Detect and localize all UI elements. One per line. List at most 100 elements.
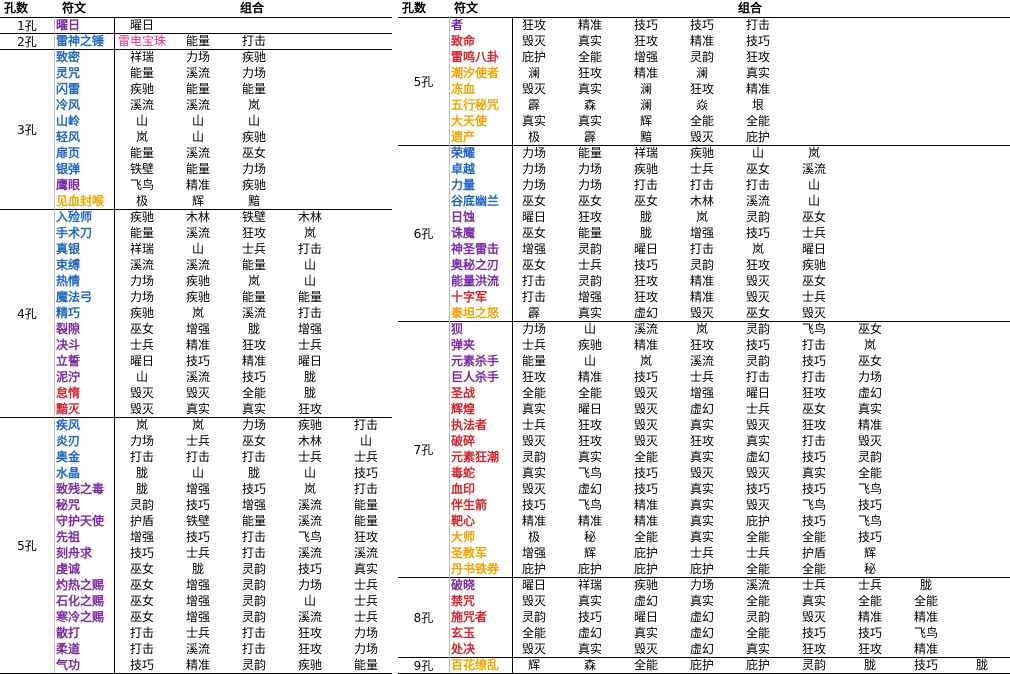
rune-component: 岚 <box>751 242 764 256</box>
rune-component: 飞鸟 <box>801 322 826 336</box>
rune-row: 靶心 精准 精准 精准 真实 庇护 技巧 飞鸟 <box>398 513 1010 529</box>
rune-component: 真实 <box>577 306 602 320</box>
rune-name: 奥金 <box>56 450 81 464</box>
rune-component: 全能 <box>801 562 826 576</box>
rune-component: 森 <box>583 98 596 112</box>
rune-component: 全能 <box>521 626 546 640</box>
rune-component: 狂攻 <box>297 402 322 416</box>
rune-name: 泰坦之怒 <box>451 306 500 320</box>
rune-name: 潮汐使者 <box>451 66 500 80</box>
rune-component: 巫女 <box>521 194 546 208</box>
rune-component: 真实 <box>689 514 714 528</box>
rune-component: 全能 <box>857 466 882 480</box>
rune-component: 狂攻 <box>745 50 770 64</box>
rune-component: 士兵 <box>577 258 602 272</box>
rune-component: 真实 <box>745 66 770 80</box>
rune-component: 山 <box>191 130 204 144</box>
column-divider <box>512 577 513 657</box>
rune-component: 毁灭 <box>633 642 658 656</box>
rune-component: 精准 <box>689 274 714 288</box>
rune-component: 毁灭 <box>857 434 882 448</box>
rune-row: 施咒者 灵韵 技巧 曜日 虚幻 灵韵 毁灭 精准 精准 <box>398 609 1010 625</box>
rune-component: 精准 <box>689 34 714 48</box>
rune-component: 真实 <box>241 402 266 416</box>
rune-component: 全能 <box>689 114 714 128</box>
rune-component: 能量 <box>353 498 378 512</box>
rune-component: 辉 <box>583 546 596 560</box>
rune-component: 山 <box>303 274 316 288</box>
rune-row: 石化之赐 巫女 增强 灵韵 山 士兵 <box>0 593 392 609</box>
rune-component: 增强 <box>185 578 210 592</box>
rune-component: 增强 <box>129 530 154 544</box>
rune-component: 打击 <box>521 274 546 288</box>
header-zuhe: 组合 <box>738 1 763 15</box>
hole-count-label: 9孔 <box>398 657 450 673</box>
rune-component: 士兵 <box>185 546 210 560</box>
rune-component: 毁灭 <box>521 594 546 608</box>
rune-component: 狂攻 <box>689 338 714 352</box>
rune-name: 破晓 <box>451 578 476 592</box>
column-divider <box>114 17 115 33</box>
rune-row: 见血封喉 极 辉 黯 <box>0 193 392 209</box>
rune-component: 溪流 <box>185 370 210 384</box>
hole-count-label: 7孔 <box>398 321 450 577</box>
rune-component: 飞鸟 <box>913 626 938 640</box>
rune-component: 山 <box>191 242 204 256</box>
rune-row: 寒冷之赐 巫女 增强 灵韵 溪流 士兵 <box>0 609 392 625</box>
rune-component: 力场 <box>241 418 266 432</box>
rune-name: 元素杀手 <box>451 354 500 368</box>
rune-component: 能量 <box>185 82 210 96</box>
rune-component: 增强 <box>297 322 322 336</box>
rune-component: 打击 <box>185 450 210 464</box>
rune-component: 极 <box>135 194 148 208</box>
rune-name: 破碎 <box>451 434 476 448</box>
rune-component: 庇护 <box>633 562 658 576</box>
rune-component: 虚幻 <box>577 626 602 640</box>
rune-component: 真实 <box>689 482 714 496</box>
rune-component: 打击 <box>801 370 826 384</box>
rune-component: 秘 <box>583 530 596 544</box>
rune-name: 精巧 <box>56 306 81 320</box>
rune-component: 山 <box>191 466 204 480</box>
rune-component: 技巧 <box>801 450 826 464</box>
rune-component: 全能 <box>745 530 770 544</box>
rune-component: 技巧 <box>185 530 210 544</box>
rune-row: 狈 力场 山 溪流 岚 灵韵 飞鸟 巫女 <box>398 321 1010 337</box>
rune-component: 增强 <box>521 242 546 256</box>
rune-component: 全能 <box>577 50 602 64</box>
rune-component: 全能 <box>633 658 658 672</box>
rune-component: 曜日 <box>129 18 154 32</box>
rune-component: 技巧 <box>633 18 658 32</box>
hole-group: 3孔 致密 祥瑞 力场 疾驰 灵咒 能量 溪流 力场 闪雷 疾驰 能量 能量 冷风 溪流 溪流岚山岭山山山轻风… <box>0 49 392 210</box>
rune-name: 见血封喉 <box>56 194 105 208</box>
rune-component: 技巧 <box>689 18 714 32</box>
rune-row: 热情 力场 疾驰 岚 山 <box>0 273 392 289</box>
rune-component: 溪流 <box>745 194 770 208</box>
rune-component: 虚幻 <box>689 642 714 656</box>
rune-component: 毁灭 <box>521 34 546 48</box>
rune-row: 闪雷 疾驰 能量 能量 <box>0 81 392 97</box>
rune-name: 手术刀 <box>56 226 93 240</box>
rune-component: 岚 <box>135 130 148 144</box>
rune-name: 先祖 <box>56 530 81 544</box>
rune-component: 巫女 <box>129 610 154 624</box>
rune-component: 飞鸟 <box>801 498 826 512</box>
rune-component: 岚 <box>247 98 260 112</box>
column-divider <box>114 33 115 49</box>
rune-component: 真实 <box>577 82 602 96</box>
rune-row: 大师 极 秘 全能 真实 全能 全能 技巧 <box>398 529 1010 545</box>
rune-component: 疾驰 <box>241 50 266 64</box>
rune-component: 山 <box>807 194 820 208</box>
rune-name: 靶心 <box>451 514 476 528</box>
rune-component: 真实 <box>521 402 546 416</box>
rune-component: 狂攻 <box>801 418 826 432</box>
rune-row: 冻血 毁灭 真实 澜 狂攻 精准 <box>398 81 1010 97</box>
rune-component: 巫女 <box>857 322 882 336</box>
rune-component: 曜日 <box>521 578 546 592</box>
rune-name: 禁咒 <box>451 594 476 608</box>
rune-component: 岚 <box>135 418 148 432</box>
rune-component: 增强 <box>521 546 546 560</box>
rune-component: 辉 <box>639 114 652 128</box>
rune-row: 荣耀 力场 能量 祥瑞 疾驰 山 岚 <box>398 145 1010 161</box>
rune-component: 技巧 <box>521 498 546 512</box>
